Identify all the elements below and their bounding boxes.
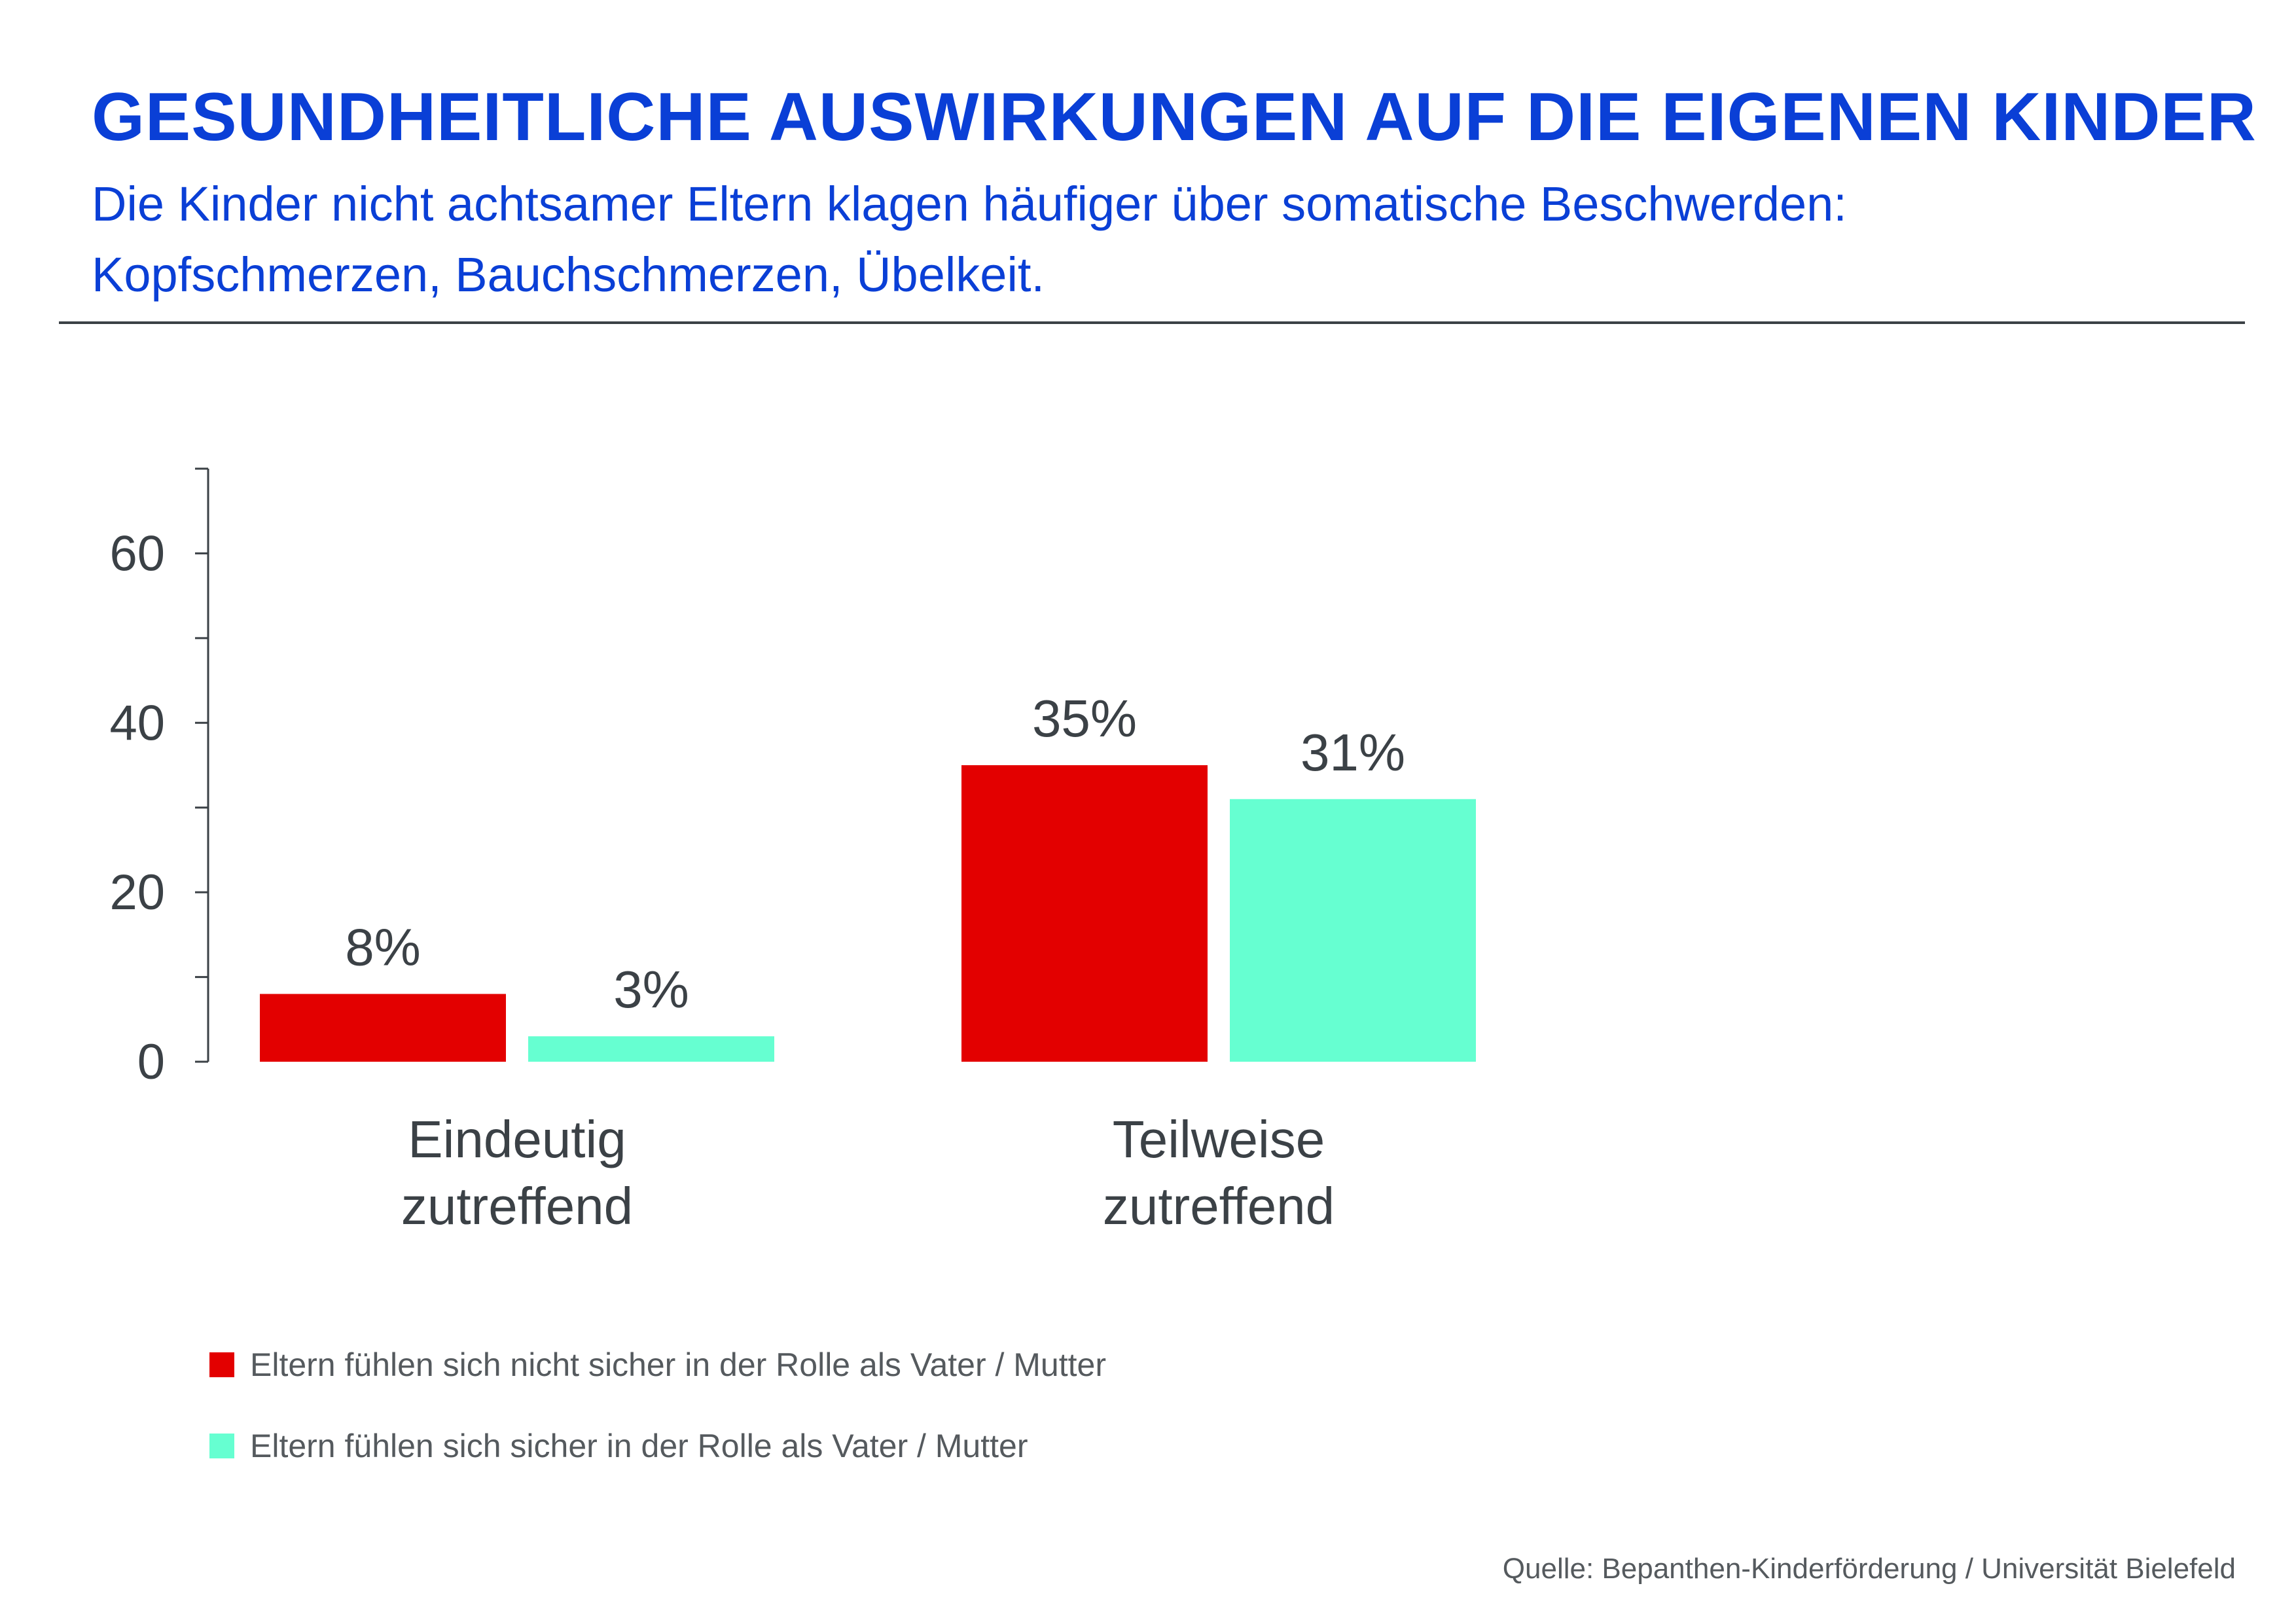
x-category-label: zutreffend <box>401 1177 633 1235</box>
chart-title: GESUNDHEITLICHE AUSWIRKUNGEN AUF DIE EIG… <box>92 79 2257 155</box>
y-tick-label: 0 <box>137 1034 165 1090</box>
bar <box>961 765 1208 1062</box>
x-category-label: Teilweise <box>1113 1110 1325 1168</box>
y-tick-label: 60 <box>109 526 165 581</box>
bar <box>1230 799 1476 1062</box>
subtitle-line-2: Kopfschmerzen, Bauchschmerzen, Übelkeit. <box>92 247 1045 302</box>
source-note: Quelle: Bepanthen-Kinderförderung / Univ… <box>1502 1553 2236 1585</box>
bar-value-label: 3% <box>613 960 689 1019</box>
legend-item-not-confident: Eltern fühlen sich nicht sicher in der R… <box>209 1346 1106 1383</box>
legend-label: Eltern fühlen sich sicher in der Rolle a… <box>250 1428 1028 1464</box>
x-category-label: zutreffend <box>1103 1177 1335 1235</box>
legend-swatch-red <box>209 1352 234 1377</box>
subtitle-line-1: Die Kinder nicht achtsamer Eltern klagen… <box>92 177 1847 231</box>
bar <box>528 1036 774 1062</box>
header-divider <box>59 321 2245 324</box>
legend-label: Eltern fühlen sich nicht sicher in der R… <box>250 1346 1106 1383</box>
bar-value-label: 31% <box>1300 723 1405 782</box>
chart-legend: Eltern fühlen sich nicht sicher in der R… <box>209 1346 1106 1511</box>
legend-swatch-mint <box>209 1434 234 1458</box>
legend-item-confident: Eltern fühlen sich sicher in der Rolle a… <box>209 1428 1106 1464</box>
bar <box>260 994 506 1062</box>
x-category-label: Eindeutig <box>408 1110 626 1168</box>
bar-value-label: 35% <box>1032 689 1137 748</box>
chart-subtitle: Die Kinder nicht achtsamer Eltern klagen… <box>92 169 2186 310</box>
y-tick-label: 20 <box>109 865 165 920</box>
y-tick-label: 40 <box>109 695 165 751</box>
bar-value-label: 8% <box>345 918 421 976</box>
